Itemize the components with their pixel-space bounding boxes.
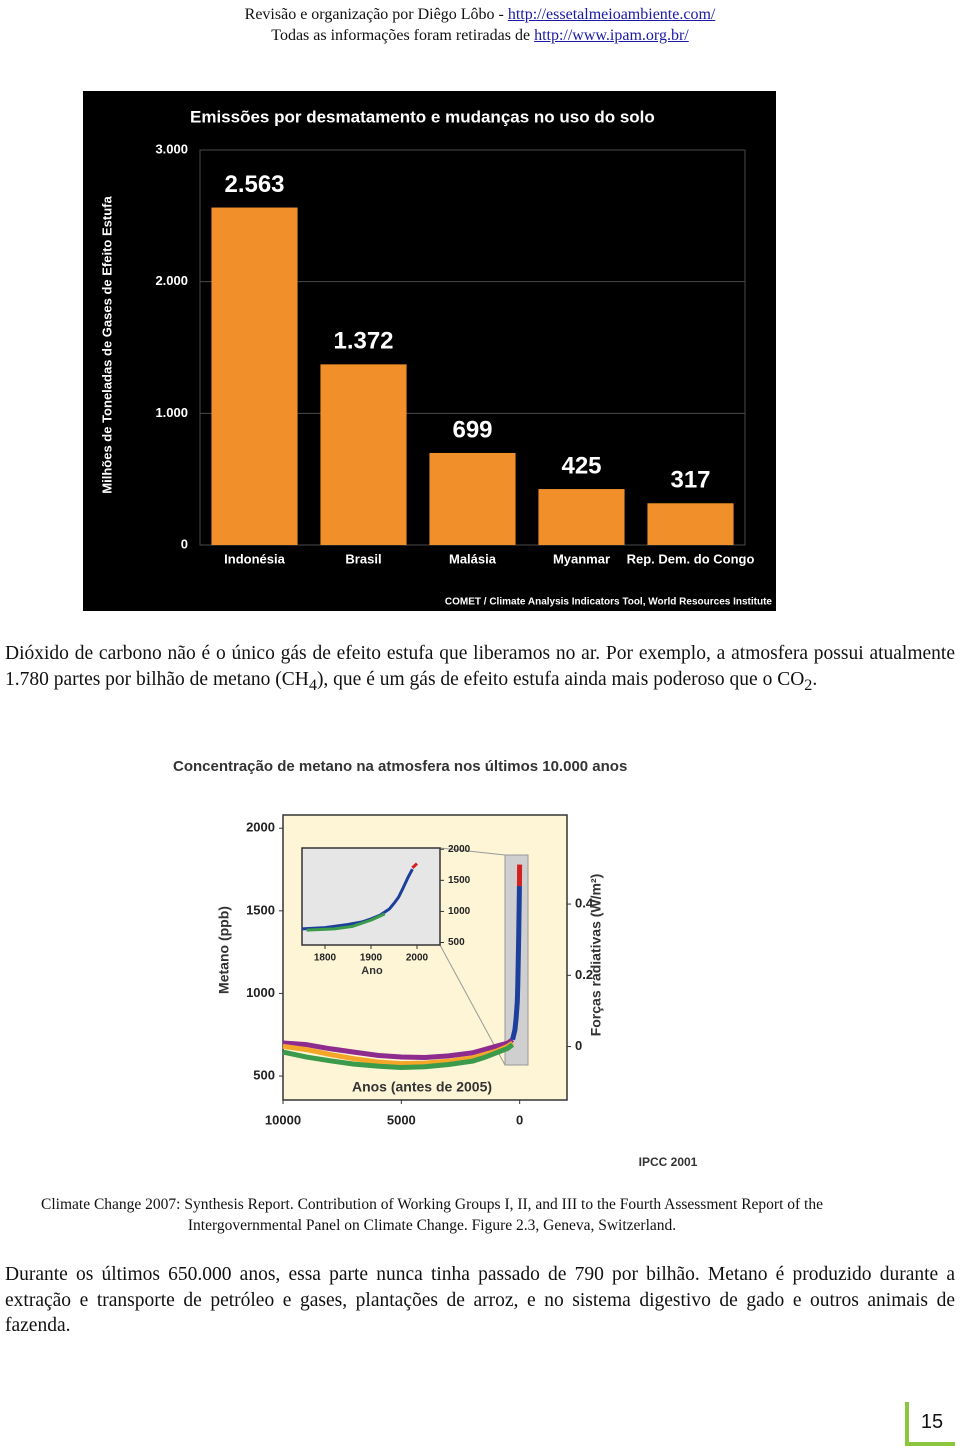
x-tick-label: 2000: [406, 953, 429, 964]
y-tick-label: 0: [181, 536, 188, 551]
data-line: [282, 1042, 515, 1070]
header-line: Todas as informações foram retiradas de …: [0, 25, 960, 46]
bar: [211, 207, 298, 545]
y-tick-label: 2000: [246, 820, 275, 835]
data-line: [411, 862, 419, 869]
value-label: 425: [561, 452, 601, 479]
y-tick-label: 3.000: [155, 141, 188, 156]
y-tick-label: 1500: [448, 875, 471, 886]
y-axis-label: Metano (ppb): [216, 906, 232, 994]
y-tick-label: 2000: [448, 844, 471, 855]
paragraph: Dióxido de carbono não é o único gás de …: [5, 641, 955, 698]
data-line: [510, 886, 522, 1041]
data-line: [301, 868, 414, 931]
text: Dióxido de carbono não é o único gás de …: [5, 643, 955, 690]
x-tick-label: Malásia: [449, 551, 497, 566]
text: ), que é um gás de efeito estufa ainda m…: [316, 668, 805, 690]
x-tick-label: 1900: [360, 953, 383, 964]
y-axis-label: Milhões de Toneladas de Gases de Efeito …: [99, 196, 114, 494]
bar: [320, 364, 407, 545]
y-tick-label: 1500: [246, 902, 275, 917]
subscript: 4: [308, 675, 317, 694]
chart-source: IPCC 2001: [639, 1155, 698, 1169]
value-label: 1.372: [333, 328, 393, 355]
y-tick-label: 2.000: [155, 273, 188, 288]
text: .: [812, 668, 818, 690]
y-tick-label: 1000: [448, 906, 471, 917]
x-tick-label: Rep. Dem. do Congo: [627, 551, 755, 566]
x-tick-label: 0: [516, 1112, 523, 1127]
value-label: 2.563: [224, 171, 284, 198]
header-text: Todas as informações foram retiradas de: [271, 27, 535, 44]
y-tick-label: 500: [253, 1067, 275, 1082]
figure-caption: Climate Change 2007: Synthesis Report. C…: [41, 1196, 823, 1234]
chart-source: COMET / Climate Analysis Indicators Tool…: [445, 597, 773, 608]
y2-tick-label: 0.2: [575, 967, 593, 982]
chart-title: Concentração de metano na atmosfera nos …: [173, 758, 627, 775]
bar-chart: Emissões por desmatamento e mudanças no …: [99, 107, 773, 608]
y2-axis-label: Forças radiativas (W/m²): [588, 874, 604, 1037]
data-line: [306, 912, 386, 932]
subscript: 2: [804, 675, 813, 694]
y-tick-label: 1000: [246, 985, 275, 1000]
paragraph: Durante os últimos 650.000 anos, essa pa…: [5, 1264, 955, 1336]
y2-tick-label: 0.4: [575, 896, 594, 911]
header-link[interactable]: http://www.ipam.org.br/: [534, 27, 689, 44]
bar: [647, 503, 734, 545]
value-label: 317: [670, 467, 710, 494]
connector: [439, 847, 506, 856]
x-tick-label: Brasil: [345, 551, 381, 566]
header-link[interactable]: http://essetalmeioambiente.com/: [507, 6, 716, 23]
x-tick-label: Indonésia: [224, 551, 285, 566]
x-tick-label: Myanmar: [553, 551, 610, 566]
y-tick-label: 1.000: [155, 405, 188, 420]
data-line: [282, 1037, 514, 1061]
chart-title: Emissões por desmatamento e mudanças no …: [190, 107, 655, 126]
page-number: 15: [905, 1402, 955, 1446]
header-text: Revisão e organização por Diêgo Lôbo -: [244, 6, 508, 23]
x-tick-label: 10000: [265, 1112, 301, 1127]
bar-chart-panel: Emissões por desmatamento e mudanças no …: [83, 91, 776, 611]
y-tick-label: 500: [448, 937, 465, 948]
x-tick-label: 5000: [387, 1112, 416, 1127]
header-line: Revisão e organização por Diêgo Lôbo - h…: [0, 4, 960, 25]
methane-chart: Concentração de metano na atmosfera nos …: [173, 758, 698, 1169]
inset-x-axis-label: Ano: [361, 965, 383, 977]
x-tick-label: 1800: [314, 953, 337, 964]
bar: [538, 489, 625, 545]
x-axis-label: Anos (antes de 2005): [352, 1079, 492, 1095]
value-label: 699: [452, 416, 492, 443]
y2-tick-label: 0: [575, 1038, 582, 1053]
bar: [429, 452, 516, 545]
